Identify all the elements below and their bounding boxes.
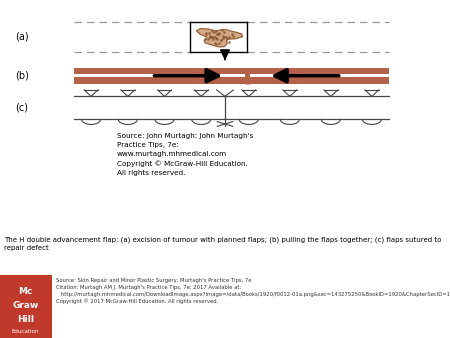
Text: Education: Education [12,329,39,334]
Text: Hill: Hill [17,315,34,324]
Text: Graw: Graw [13,301,39,310]
Text: Source: John Murtagh: John Murtagh's
Practice Tips, 7e:
www.murtagh.mhmedical.co: Source: John Murtagh: John Murtagh's Pra… [117,133,253,176]
Bar [0,275,52,338]
Text: (b): (b) [15,71,29,81]
Text: The H double advancement flap: (a) excision of tumour with planned flaps; (b) pu: The H double advancement flap: (a) excis… [4,237,442,250]
Text: (c): (c) [15,103,28,113]
Text: Mc: Mc [18,287,33,296]
Polygon shape [197,28,243,47]
Bar [74,77,389,83]
Bar [74,68,389,74]
Text: Source: Skin Repair and Minor Plastic Surgery, Murtagh's Practice Tips, 7e
Citat: Source: Skin Repair and Minor Plastic Su… [56,278,450,304]
Text: (a): (a) [15,32,29,42]
